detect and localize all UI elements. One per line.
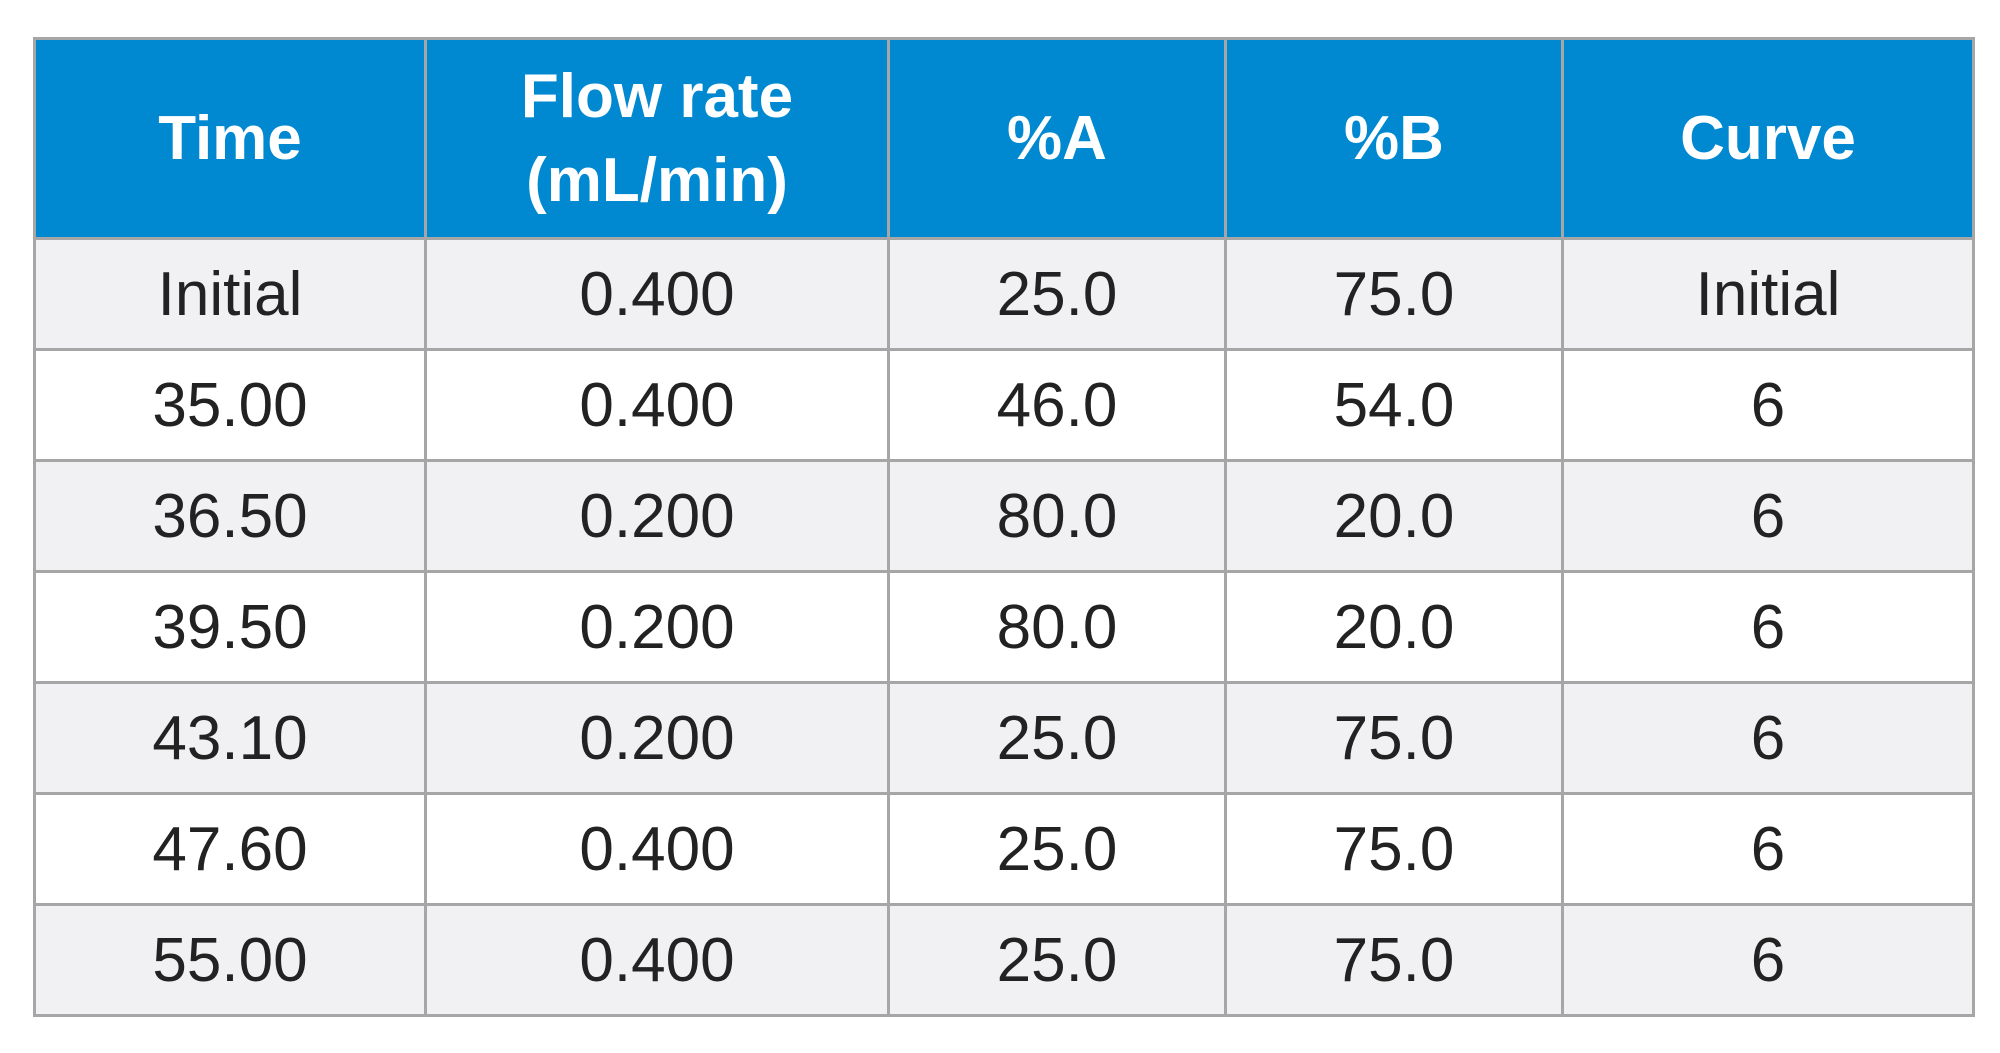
- cell-percent-a: 25.0: [887, 792, 1227, 906]
- cell-curve: 6: [1561, 903, 1975, 1017]
- table-body: Initial 0.400 25.0 75.0 Initial 35.00 0.…: [33, 237, 1975, 1017]
- cell-time: 55.00: [33, 903, 427, 1017]
- cell-percent-b: 75.0: [1224, 681, 1564, 795]
- cell-percent-b: 54.0: [1224, 348, 1564, 462]
- cell-time: 35.00: [33, 348, 427, 462]
- cell-time: 36.50: [33, 459, 427, 573]
- cell-time: Initial: [33, 237, 427, 351]
- table-row: 47.60 0.400 25.0 75.0 6: [33, 792, 1975, 906]
- cell-flow-rate: 0.400: [424, 237, 890, 351]
- cell-percent-b: 20.0: [1224, 459, 1564, 573]
- header-flow-rate: Flow rate (mL/min): [424, 37, 890, 240]
- cell-curve: Initial: [1561, 237, 1975, 351]
- header-percent-a: %A: [887, 37, 1227, 240]
- table-header: Time Flow rate (mL/min) %A %B Curve: [33, 37, 1975, 240]
- table-row: Initial 0.400 25.0 75.0 Initial: [33, 237, 1975, 351]
- header-time: Time: [33, 37, 427, 240]
- cell-time: 47.60: [33, 792, 427, 906]
- header-flow-rate-label: Flow rate: [520, 61, 794, 131]
- cell-curve: 6: [1561, 459, 1975, 573]
- header-percent-b: %B: [1224, 37, 1564, 240]
- cell-curve: 6: [1561, 792, 1975, 906]
- cell-time: 43.10: [33, 681, 427, 795]
- table-row: 55.00 0.400 25.0 75.0 6: [33, 903, 1975, 1017]
- header-flow-rate-unit: (mL/min): [526, 145, 788, 215]
- table-row: 36.50 0.200 80.0 20.0 6: [33, 459, 1975, 573]
- cell-flow-rate: 0.400: [424, 792, 890, 906]
- cell-flow-rate: 0.400: [424, 903, 890, 1017]
- cell-time: 39.50: [33, 570, 427, 684]
- header-curve: Curve: [1561, 37, 1975, 240]
- cell-percent-b: 75.0: [1224, 237, 1564, 351]
- table-row: 39.50 0.200 80.0 20.0 6: [33, 570, 1975, 684]
- cell-percent-b: 20.0: [1224, 570, 1564, 684]
- cell-flow-rate: 0.200: [424, 681, 890, 795]
- cell-flow-rate: 0.200: [424, 459, 890, 573]
- cell-percent-a: 80.0: [887, 459, 1227, 573]
- cell-percent-a: 25.0: [887, 237, 1227, 351]
- cell-curve: 6: [1561, 681, 1975, 795]
- gradient-table: Time Flow rate (mL/min) %A %B Curve Init…: [33, 37, 1975, 1017]
- header-row: Time Flow rate (mL/min) %A %B Curve: [33, 37, 1975, 240]
- cell-curve: 6: [1561, 348, 1975, 462]
- gradient-table-container: Time Flow rate (mL/min) %A %B Curve Init…: [33, 37, 1975, 1017]
- cell-percent-a: 80.0: [887, 570, 1227, 684]
- cell-percent-b: 75.0: [1224, 903, 1564, 1017]
- cell-percent-a: 25.0: [887, 903, 1227, 1017]
- table-row: 35.00 0.400 46.0 54.0 6: [33, 348, 1975, 462]
- table-row: 43.10 0.200 25.0 75.0 6: [33, 681, 1975, 795]
- cell-percent-a: 25.0: [887, 681, 1227, 795]
- cell-percent-b: 75.0: [1224, 792, 1564, 906]
- cell-curve: 6: [1561, 570, 1975, 684]
- cell-flow-rate: 0.200: [424, 570, 890, 684]
- cell-percent-a: 46.0: [887, 348, 1227, 462]
- cell-flow-rate: 0.400: [424, 348, 890, 462]
